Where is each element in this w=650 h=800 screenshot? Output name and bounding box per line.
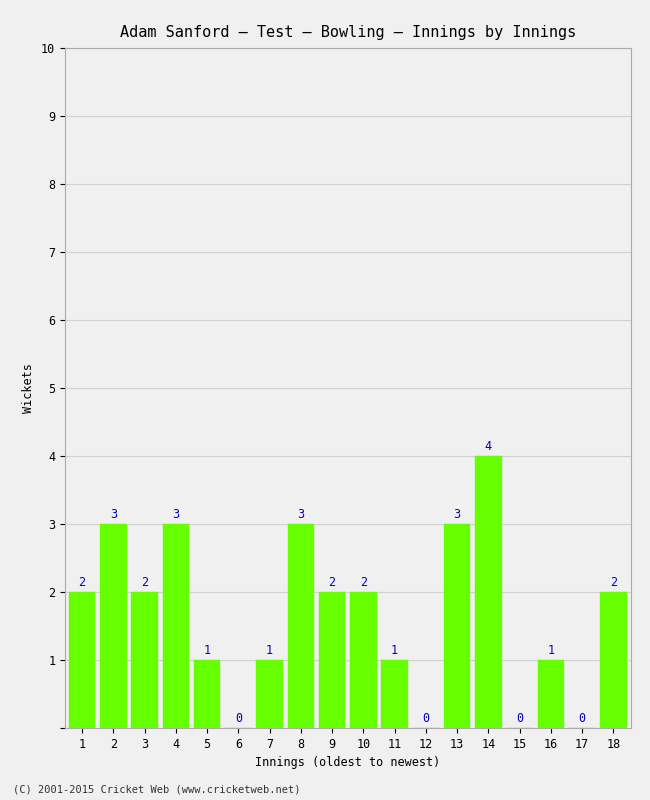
Text: 2: 2 (328, 576, 335, 589)
Text: 1: 1 (266, 643, 273, 657)
Text: 1: 1 (547, 643, 554, 657)
Bar (69, 592, 96, 728)
Text: 3: 3 (297, 508, 304, 521)
Bar (538, 660, 564, 728)
Text: 3: 3 (454, 508, 461, 521)
Text: 0: 0 (578, 712, 586, 725)
Bar (350, 592, 376, 728)
Title: Adam Sanford – Test – Bowling – Innings by Innings: Adam Sanford – Test – Bowling – Innings … (120, 25, 576, 40)
Bar (382, 660, 408, 728)
Text: (C) 2001-2015 Cricket Web (www.cricketweb.net): (C) 2001-2015 Cricket Web (www.cricketwe… (13, 784, 300, 794)
Text: 2: 2 (360, 576, 367, 589)
Text: 4: 4 (485, 440, 492, 453)
Text: 0: 0 (516, 712, 523, 725)
Text: 2: 2 (79, 576, 86, 589)
Text: 1: 1 (391, 643, 398, 657)
Text: 0: 0 (235, 712, 242, 725)
Bar (194, 660, 220, 728)
Bar (131, 592, 158, 728)
Text: 2: 2 (610, 576, 617, 589)
Bar (475, 456, 502, 728)
Text: 3: 3 (172, 508, 179, 521)
Bar (287, 524, 314, 728)
Bar (162, 524, 189, 728)
Bar (444, 524, 471, 728)
Bar (600, 592, 627, 728)
Text: 1: 1 (203, 643, 211, 657)
X-axis label: Innings (oldest to newest): Innings (oldest to newest) (255, 756, 441, 770)
Bar (100, 524, 127, 728)
Bar (319, 592, 345, 728)
Text: 3: 3 (110, 508, 117, 521)
Text: 2: 2 (141, 576, 148, 589)
Text: 0: 0 (422, 712, 430, 725)
Bar (256, 660, 283, 728)
Y-axis label: Wickets: Wickets (23, 363, 36, 413)
